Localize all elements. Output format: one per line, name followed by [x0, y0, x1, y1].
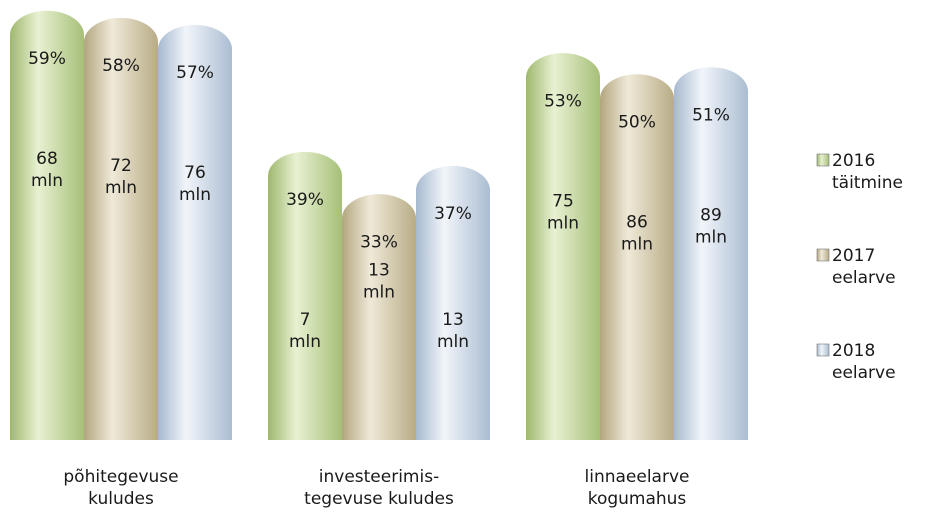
category-label-0: põhitegevuse kuludes [63, 467, 178, 509]
legend-label-0: 2016 täitmine [832, 151, 903, 193]
legend-item-2: 2018 eelarve [816, 341, 896, 383]
bar-amount-label-1-2: 13 mln [437, 310, 469, 352]
category-labels-layer: põhitegevuse kuludes investeerimis-tegevus… [63, 467, 689, 509]
bar-percent-label-0-0: 59% [28, 49, 66, 69]
legend-item-1: 2017 eelarve [816, 246, 896, 288]
bar-amount-label-1-0: 7 mln [289, 310, 321, 352]
legend: 2016 täitmine 2017 eelarve 2018 eelarve [816, 151, 903, 383]
legend-swatch-1 [816, 248, 830, 262]
legend-swatch-2 [816, 343, 830, 357]
bar-amount-label-0-0: 68 mln [31, 149, 63, 191]
bar-percent-label-0-1: 58% [102, 56, 140, 76]
bar-2-1 [600, 74, 674, 440]
legend-label-1: 2017 eelarve [832, 246, 896, 288]
legend-swatch-0 [816, 153, 830, 167]
bar-1-2 [416, 165, 490, 440]
bars-layer [10, 10, 748, 441]
category-label-1: investeerimis-tegevuse kuludes [304, 467, 454, 509]
bar-amount-label-0-2: 76 mln [179, 163, 211, 205]
bar-0-1 [84, 17, 158, 441]
bar-amount-label-2-2: 89 mln [695, 205, 727, 247]
bar-percent-label-2-0: 53% [544, 91, 582, 111]
bar-1-1 [342, 194, 416, 440]
bar-amount-label-0-1: 72 mln [105, 156, 137, 198]
bar-labels-layer: 59% 68 mln 58% 72 mln 57% 76 mln 39% 7 mln 33% 13 mln 3… [28, 49, 730, 352]
bar-amount-label-1-1: 13 mln [363, 260, 395, 302]
bar-percent-label-2-2: 51% [692, 105, 730, 125]
bar-percent-label-1-1: 33% [360, 232, 398, 252]
bar-percent-label-2-1: 50% [618, 112, 656, 132]
category-label-2: linnaeelarve kogumahus [585, 467, 690, 509]
bar-0-0 [10, 10, 84, 441]
bar-percent-label-0-2: 57% [176, 63, 214, 83]
legend-label-2: 2018 eelarve [832, 341, 896, 383]
bar-percent-label-1-2: 37% [434, 204, 472, 224]
bar-percent-label-1-0: 39% [286, 190, 324, 210]
bar-2-2 [674, 67, 748, 440]
bar-amount-label-2-0: 75 mln [547, 191, 579, 233]
legend-item-0: 2016 täitmine [816, 151, 903, 193]
bar-1-0 [268, 151, 342, 440]
bar-2-0 [526, 53, 600, 441]
bar-amount-label-2-1: 86 mln [621, 212, 653, 254]
bar-0-2 [158, 24, 232, 440]
